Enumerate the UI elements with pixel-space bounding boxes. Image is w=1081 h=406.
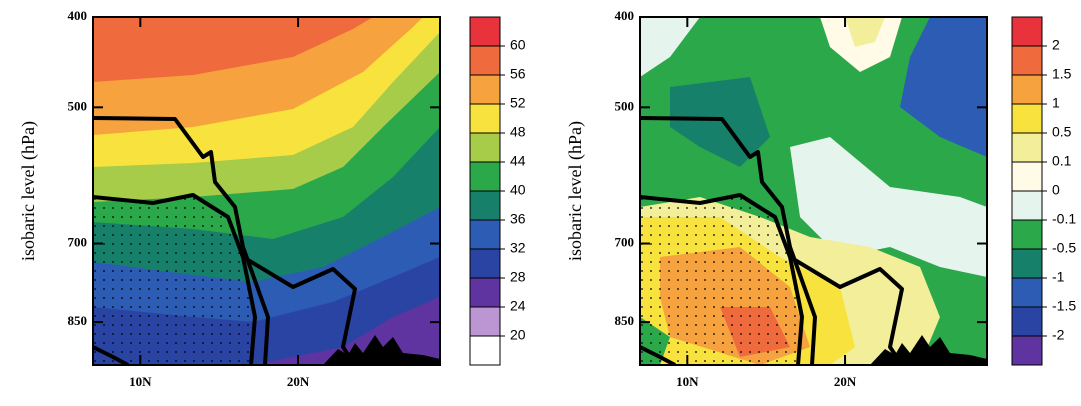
- y-tick-label: 700: [68, 235, 88, 250]
- plot-frame: [92, 16, 441, 366]
- colorbar-box: [1011, 219, 1043, 250]
- colorbar-label: -1: [1052, 269, 1065, 285]
- contour-band: [900, 17, 987, 157]
- colorbar-box: [469, 74, 501, 105]
- y-tick-label: 400: [68, 8, 88, 23]
- y-axis-label: isobaric level (hPa): [18, 121, 39, 261]
- colorbar-box: [469, 103, 501, 134]
- colorbar-box: [469, 161, 501, 192]
- colorbar-box: [1011, 16, 1043, 47]
- colorbar-label: 0.5: [1052, 124, 1072, 140]
- colorbar-box: [469, 248, 501, 279]
- x-tick-label: 20N: [834, 374, 857, 389]
- colorbar-box: [469, 45, 501, 76]
- contour-band: [93, 17, 373, 82]
- colorbar-box: [469, 335, 501, 366]
- colorbar-label: 0: [1052, 182, 1060, 198]
- colorbar-box: [1011, 132, 1043, 163]
- contour-field: [93, 17, 440, 365]
- colorbar-label: 0.1: [1052, 153, 1072, 169]
- colorbar-box: [469, 16, 501, 47]
- colorbar-label: -0.1: [1052, 211, 1076, 227]
- plot-frame: [639, 16, 988, 366]
- y-axis-label: isobaric level (hPa): [565, 121, 586, 261]
- y-tick-label: 850: [68, 313, 88, 328]
- colorbar-box: [1011, 190, 1043, 221]
- colorbar-box: [1011, 74, 1043, 105]
- colorbar-label: -1.5: [1052, 298, 1076, 314]
- colorbar-box: [1011, 248, 1043, 279]
- colorbar-box: [469, 132, 501, 163]
- colorbar-box: [469, 219, 501, 250]
- colorbar-label: 20: [510, 327, 526, 343]
- x-tick-label: 20N: [287, 374, 310, 389]
- colorbar-label: -0.5: [1052, 240, 1076, 256]
- y-tick-label: 500: [68, 98, 88, 113]
- colorbar-label: -2: [1052, 327, 1065, 343]
- y-tick-label: 850: [615, 313, 635, 328]
- colorbar-label: 48: [510, 124, 526, 140]
- colorbar-label: 32: [510, 240, 526, 256]
- colorbar-label: 60: [510, 37, 526, 53]
- colorbar-label: 1: [1052, 95, 1060, 111]
- contour-band: [670, 77, 770, 167]
- colorbar-box: [469, 306, 501, 337]
- contour-band: [640, 17, 700, 77]
- y-tick-label: 500: [615, 98, 635, 113]
- colorbar-box: [1011, 45, 1043, 76]
- colorbar-box: [1011, 103, 1043, 134]
- contour-band: [845, 17, 885, 47]
- colorbar-label: 44: [510, 153, 526, 169]
- colorbar-label: 28: [510, 269, 526, 285]
- colorbar-box: [1011, 161, 1043, 192]
- contour-band: [925, 272, 970, 317]
- colorbar-label: 36: [510, 211, 526, 227]
- y-tick-label: 400: [615, 8, 635, 23]
- x-tick-label: 10N: [676, 374, 699, 389]
- contour-field: [640, 17, 987, 365]
- colorbar-box: [1011, 306, 1043, 337]
- colorbar-label: 24: [510, 298, 526, 314]
- colorbar-label: 1.5: [1052, 66, 1072, 82]
- colorbar-label: 52: [510, 95, 526, 111]
- colorbar-box: [469, 277, 501, 308]
- colorbar-label: 56: [510, 66, 526, 82]
- colorbar-box: [469, 190, 501, 221]
- colorbar-label: 40: [510, 182, 526, 198]
- colorbar-box: [1011, 335, 1043, 366]
- x-tick-label: 10N: [129, 374, 152, 389]
- y-tick-label: 700: [615, 235, 635, 250]
- colorbar-label: 2: [1052, 37, 1060, 53]
- colorbar-box: [1011, 277, 1043, 308]
